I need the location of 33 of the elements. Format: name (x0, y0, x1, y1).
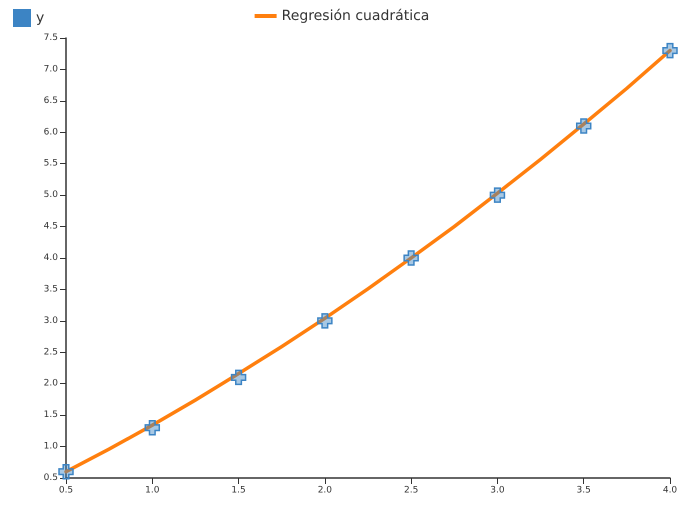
legend-label: Regresión cuadrática (282, 8, 430, 24)
x-tick-label: 3.5 (576, 486, 591, 496)
y-tick-label: 4.5 (44, 222, 58, 232)
y-tick-label: 6.0 (44, 127, 58, 138)
y-tick-label: 7.0 (44, 64, 58, 74)
x-tick-label: 0.5 (58, 486, 74, 496)
point (58, 464, 74, 480)
x-tick-label: 2.5 (404, 486, 418, 496)
y-tick-label: 5.0 (44, 190, 58, 200)
point (230, 370, 246, 386)
y-tick-label: 1.0 (44, 442, 58, 452)
y-tick-label: 0.5 (44, 473, 58, 483)
point (576, 118, 592, 134)
y-tick-label: 2.5 (44, 347, 58, 358)
x-tick-label: 3.0 (490, 486, 505, 496)
y-tick-label: 4.0 (44, 253, 58, 263)
y-tick-label: 3.5 (44, 284, 58, 294)
y-tick-label: 7.5 (44, 33, 58, 43)
legend-label: y (36, 10, 44, 26)
point (403, 250, 419, 266)
x-tick-label: 1.0 (145, 486, 160, 496)
x-tick-label: 4.0 (662, 486, 678, 496)
x-tick-label: 2.0 (318, 486, 332, 496)
point (662, 42, 678, 58)
y-tick-label: 6.5 (44, 96, 58, 106)
y-tick-label: 3.0 (44, 316, 58, 326)
y-tick-label: 5.5 (44, 158, 58, 169)
point (317, 313, 333, 329)
point (490, 187, 506, 203)
point (144, 420, 160, 436)
y-tick-label: 2.0 (44, 378, 58, 389)
y-tick-label: 1.5 (44, 410, 58, 420)
x-tick-label: 1.5 (231, 486, 246, 496)
